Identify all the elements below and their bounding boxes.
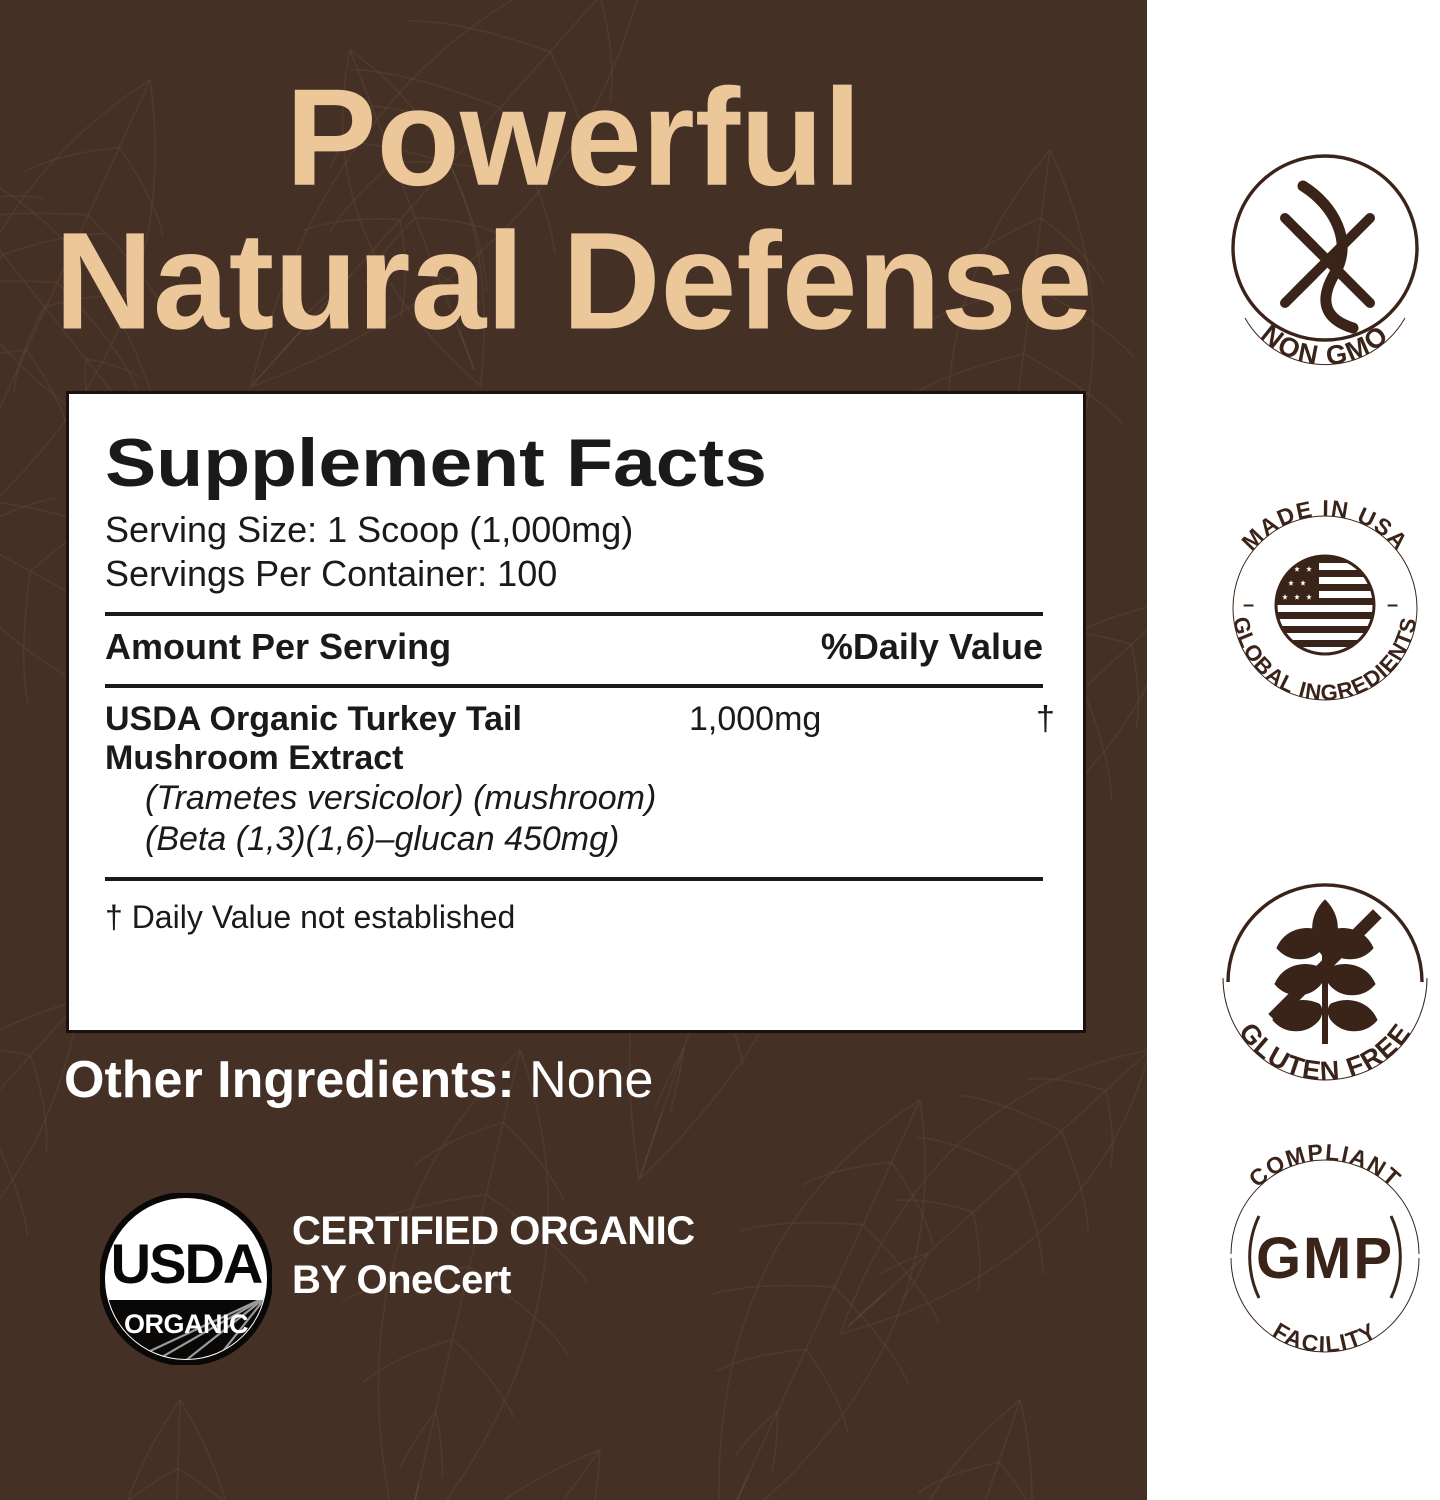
svg-text:GMP: GMP — [1256, 1226, 1394, 1291]
svg-text:–: – — [1387, 594, 1398, 616]
svg-text:NON GMO: NON GMO — [1255, 319, 1395, 371]
svg-text:ORGANIC: ORGANIC — [124, 1309, 248, 1339]
svg-text:–: – — [1243, 594, 1254, 616]
svg-text:USDA: USDA — [111, 1232, 262, 1295]
svg-text:FACILITY: FACILITY — [1269, 1317, 1382, 1357]
svg-text:MADE IN USA: MADE IN USA — [1236, 495, 1413, 555]
svg-text:COMPLIANT: COMPLIANT — [1244, 1139, 1407, 1192]
